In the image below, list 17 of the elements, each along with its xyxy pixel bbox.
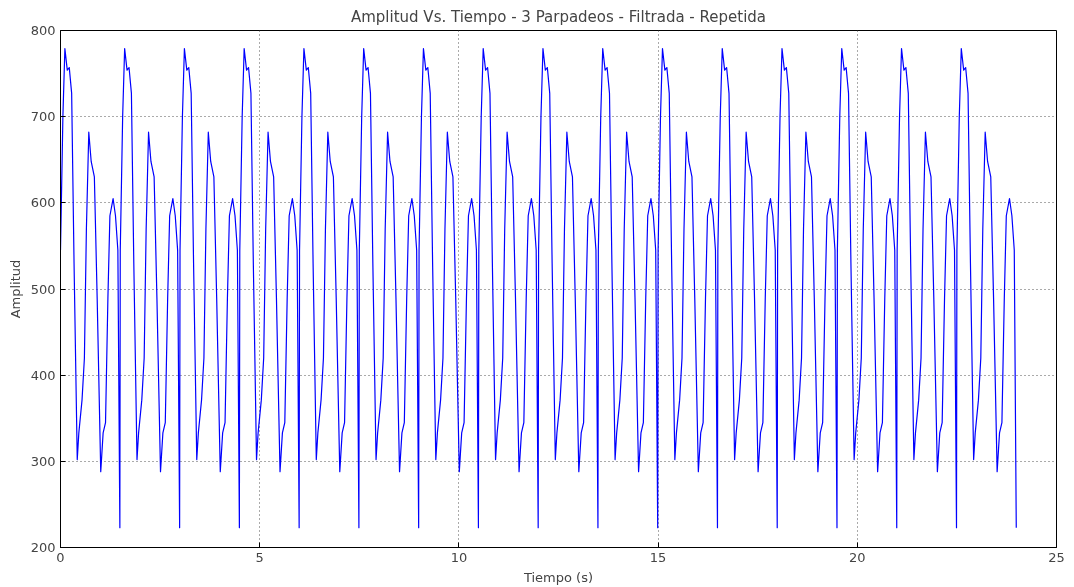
x-tick-label: 20 bbox=[849, 549, 866, 565]
chart-title: Amplitud Vs. Tiempo - 3 Parpadeos - Filtrada - Repetida bbox=[350, 7, 767, 26]
x-tick-label: 0 bbox=[56, 549, 65, 565]
x-tick-label: 5 bbox=[255, 549, 264, 565]
y-tick-label: 800 bbox=[30, 23, 56, 38]
x-tick-label: 15 bbox=[649, 549, 667, 565]
x-tick-label: 25 bbox=[1048, 549, 1065, 565]
y-tick-label: 200 bbox=[30, 540, 56, 555]
y-tick-label: 300 bbox=[30, 453, 56, 469]
y-axis-title: Amplitud bbox=[7, 259, 23, 319]
x-tick-label: 10 bbox=[450, 549, 468, 565]
x-axis-title: Tiempo (s) bbox=[522, 569, 594, 585]
line-series bbox=[60, 48, 1017, 529]
y-tick-label: 400 bbox=[30, 367, 56, 383]
y-tick-label: 600 bbox=[30, 195, 56, 211]
y-tick-label: 700 bbox=[30, 109, 56, 125]
y-tick-label: 500 bbox=[30, 281, 56, 297]
